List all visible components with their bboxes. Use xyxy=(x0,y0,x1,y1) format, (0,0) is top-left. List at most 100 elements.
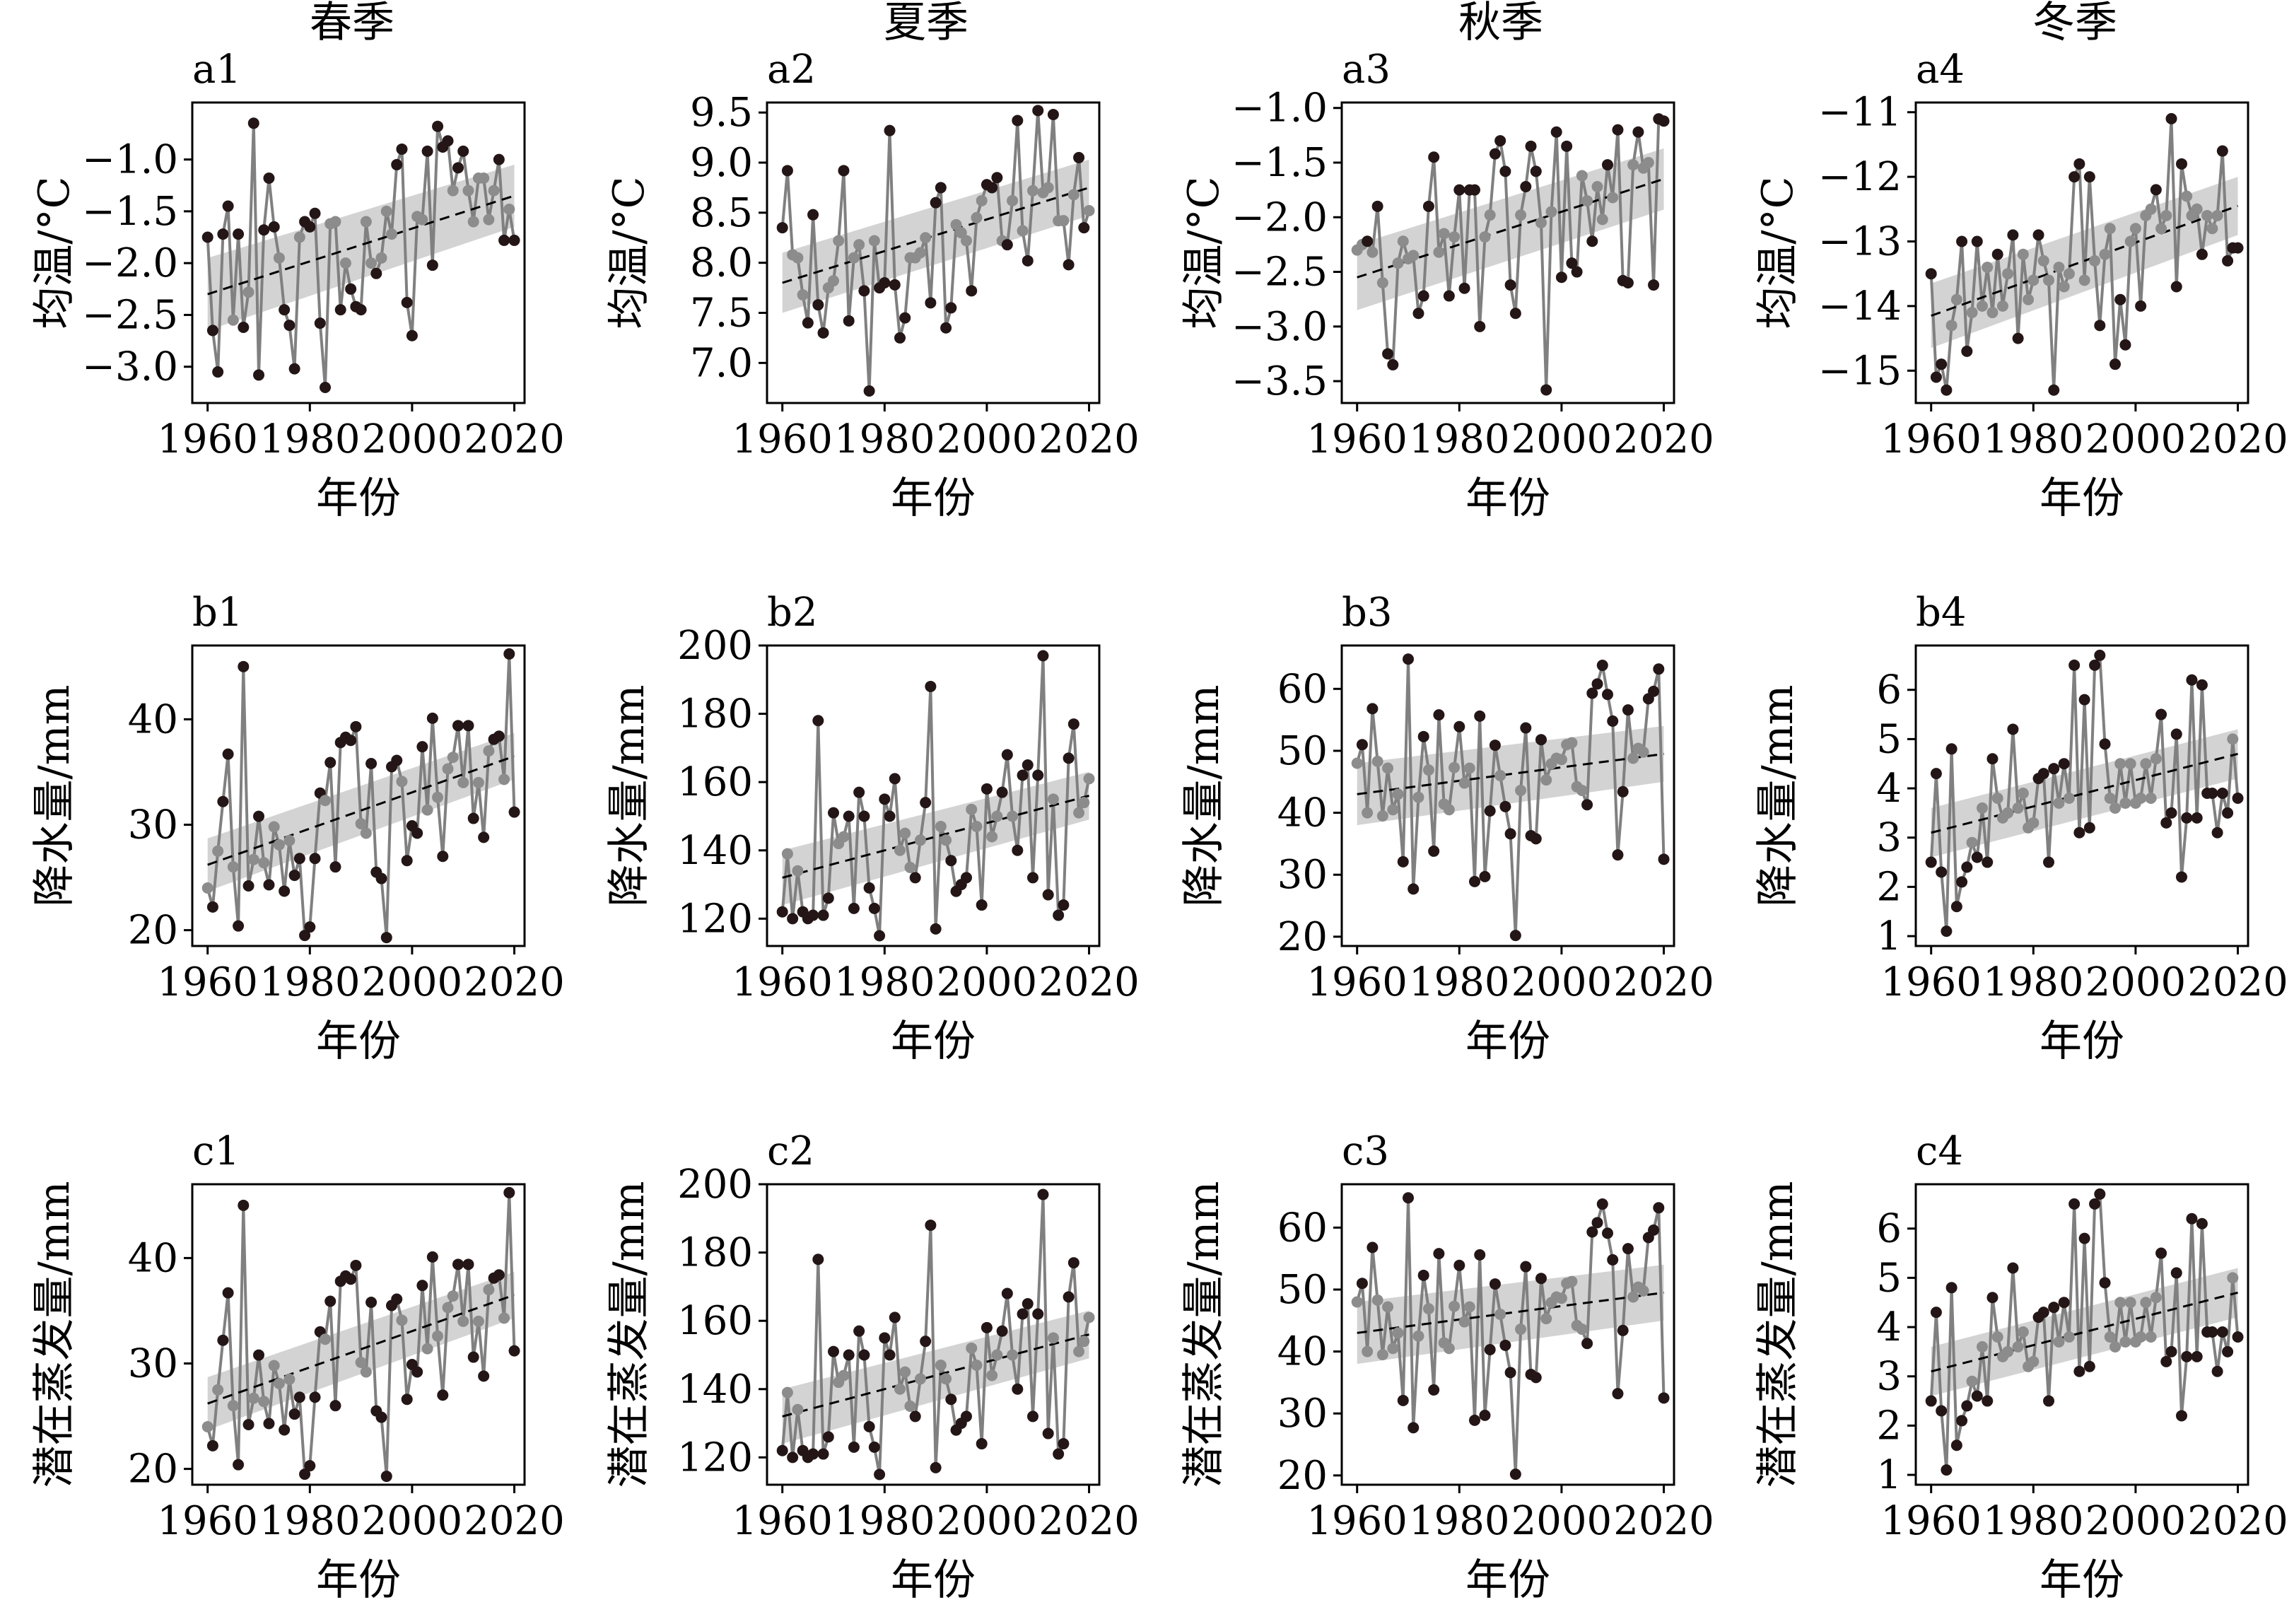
data-point xyxy=(242,286,254,298)
y-axis-label: 降水量/mm xyxy=(30,684,79,906)
data-point xyxy=(2012,332,2024,344)
data-point xyxy=(1632,126,1644,138)
data-point xyxy=(1058,215,1070,227)
data-point xyxy=(1083,205,1095,216)
season-title-summer: 夏季 xyxy=(884,0,968,47)
data-point xyxy=(833,235,845,247)
data-point xyxy=(288,1408,300,1420)
y-tick-label: 60 xyxy=(1277,1205,1328,1251)
data-point xyxy=(1971,235,1983,247)
data-point xyxy=(320,1333,331,1345)
data-point xyxy=(1484,209,1496,221)
data-point xyxy=(1936,358,1948,370)
data-point xyxy=(1504,828,1516,840)
plot-frame xyxy=(1340,1183,1675,1486)
x-tick-label: 1960 xyxy=(157,1498,258,1544)
y-tick-label: −2.5 xyxy=(1231,250,1328,296)
data-point xyxy=(1047,1332,1059,1344)
data-point xyxy=(426,259,438,271)
data-point xyxy=(1936,1405,1948,1417)
data-point xyxy=(966,803,978,815)
x-axis-label: 年份 xyxy=(891,1555,976,1605)
y-tick-label: −2.5 xyxy=(82,292,178,338)
data-point xyxy=(2027,817,2040,829)
data-point xyxy=(792,1403,804,1415)
data-point xyxy=(1607,192,1619,204)
data-point xyxy=(1520,181,1532,192)
data-point xyxy=(787,1451,799,1464)
y-tick-label: 30 xyxy=(1277,1391,1328,1437)
y-tick-label: 50 xyxy=(1277,1267,1328,1313)
data-point xyxy=(828,807,839,819)
data-point xyxy=(1991,248,2003,260)
x-tick-label: 1980 xyxy=(259,416,361,462)
data-point xyxy=(1449,231,1461,243)
x-tick-label: 1960 xyxy=(732,1498,833,1544)
data-point xyxy=(1966,1375,1978,1387)
trend-line xyxy=(1931,752,2238,834)
data-point xyxy=(2206,223,2218,235)
data-point xyxy=(843,1349,855,1361)
x-tick-label: 1980 xyxy=(1983,1498,2084,1544)
data-point xyxy=(2145,1331,2157,1343)
x-tick-label: 2000 xyxy=(362,959,463,1005)
data-point xyxy=(1945,320,1957,332)
data-point xyxy=(781,848,793,860)
data-point xyxy=(1063,1291,1075,1303)
data-point xyxy=(868,1441,880,1453)
data-point xyxy=(1996,300,2008,312)
plot-frame xyxy=(1340,644,1675,947)
data-point xyxy=(247,1392,259,1404)
data-point xyxy=(1925,1395,1937,1407)
data-point xyxy=(227,314,239,326)
data-point xyxy=(263,172,275,184)
data-point xyxy=(2083,171,2095,183)
data-point xyxy=(380,205,392,217)
data-point xyxy=(279,304,291,316)
data-point xyxy=(863,385,875,397)
data-point xyxy=(1591,1217,1603,1229)
data-point xyxy=(1032,105,1044,117)
data-point xyxy=(2181,1350,2193,1362)
data-point xyxy=(375,872,387,884)
data-point xyxy=(2073,158,2085,170)
data-point xyxy=(227,861,239,873)
x-axis-label: 年份 xyxy=(316,474,401,523)
data-point xyxy=(2037,768,2049,780)
data-point xyxy=(1449,761,1461,773)
data-point xyxy=(437,851,449,863)
data-point xyxy=(945,1394,957,1406)
x-tick-label: 1960 xyxy=(157,959,258,1005)
data-point xyxy=(1469,1414,1480,1426)
data-point xyxy=(380,1471,392,1483)
x-tick-label: 2020 xyxy=(1038,959,1140,1005)
data-point xyxy=(279,885,291,897)
confidence-band xyxy=(207,164,515,331)
data-point xyxy=(2145,203,2157,215)
y-tick-label: −1.5 xyxy=(82,189,178,235)
y-axis-label: 潜在蒸发量/mm xyxy=(1753,1181,1803,1488)
data-point xyxy=(1032,1308,1044,1320)
data-point xyxy=(1382,762,1394,774)
data-point xyxy=(1001,749,1013,761)
plot-frame xyxy=(766,644,1101,947)
data-point xyxy=(925,1219,937,1231)
data-point xyxy=(828,275,839,287)
data-point xyxy=(1930,371,1942,383)
data-point xyxy=(1535,734,1547,746)
x-tick-label: 1960 xyxy=(1306,416,1408,462)
data-point xyxy=(2232,792,2244,804)
x-axis-label: 年份 xyxy=(2040,1555,2124,1605)
data-point xyxy=(2114,293,2126,305)
data-point xyxy=(1637,746,1649,758)
data-point xyxy=(1489,740,1501,752)
data-point xyxy=(447,752,459,764)
x-tick-label: 2020 xyxy=(464,1498,565,1544)
data-point xyxy=(2160,209,2172,221)
y-tick-label: 5 xyxy=(1876,1255,1902,1301)
data-point xyxy=(797,289,809,300)
data-point xyxy=(1576,170,1588,182)
data-point xyxy=(1484,805,1496,817)
